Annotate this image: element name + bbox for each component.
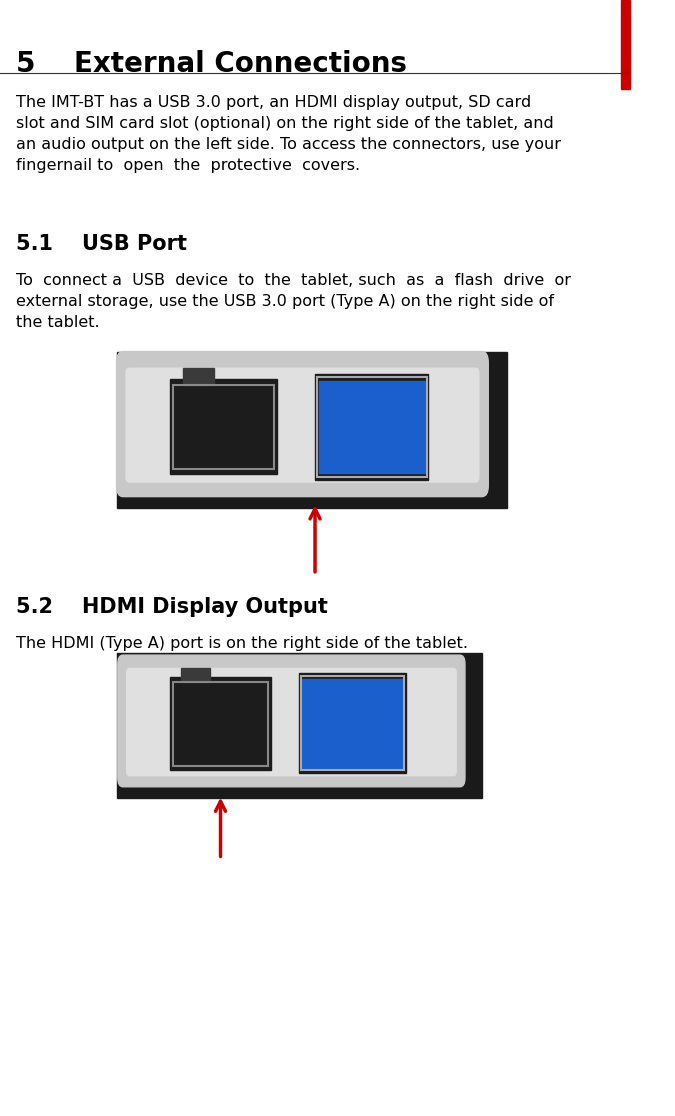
- Text: 5.1    USB Port: 5.1 USB Port: [16, 234, 187, 254]
- Bar: [117, 653, 482, 798]
- Bar: [302, 679, 403, 768]
- Bar: [173, 682, 269, 766]
- Text: The HDMI (Type A) port is on the right side of the tablet.: The HDMI (Type A) port is on the right s…: [16, 636, 468, 651]
- Bar: [173, 385, 274, 469]
- FancyBboxPatch shape: [118, 655, 465, 787]
- FancyBboxPatch shape: [117, 352, 488, 497]
- FancyBboxPatch shape: [127, 668, 456, 776]
- Bar: [299, 673, 406, 773]
- Text: 5    External Connections: 5 External Connections: [16, 50, 407, 78]
- Bar: [182, 668, 210, 682]
- Bar: [170, 379, 277, 474]
- Bar: [319, 381, 425, 473]
- FancyBboxPatch shape: [126, 368, 479, 482]
- Text: 5.2    HDMI Display Output: 5.2 HDMI Display Output: [16, 597, 327, 617]
- Bar: [317, 377, 427, 477]
- Bar: [301, 676, 404, 770]
- Bar: [117, 352, 507, 508]
- Bar: [170, 677, 271, 770]
- Bar: [315, 374, 429, 480]
- Text: The IMT-BT has a USB 3.0 port, an HDMI display output, SD card
slot and SIM card: The IMT-BT has a USB 3.0 port, an HDMI d…: [16, 95, 561, 173]
- Bar: [183, 368, 214, 385]
- Bar: [620, 0, 630, 89]
- Text: To  connect a  USB  device  to  the  tablet, such  as  a  flash  drive  or
exter: To connect a USB device to the tablet, s…: [16, 273, 571, 330]
